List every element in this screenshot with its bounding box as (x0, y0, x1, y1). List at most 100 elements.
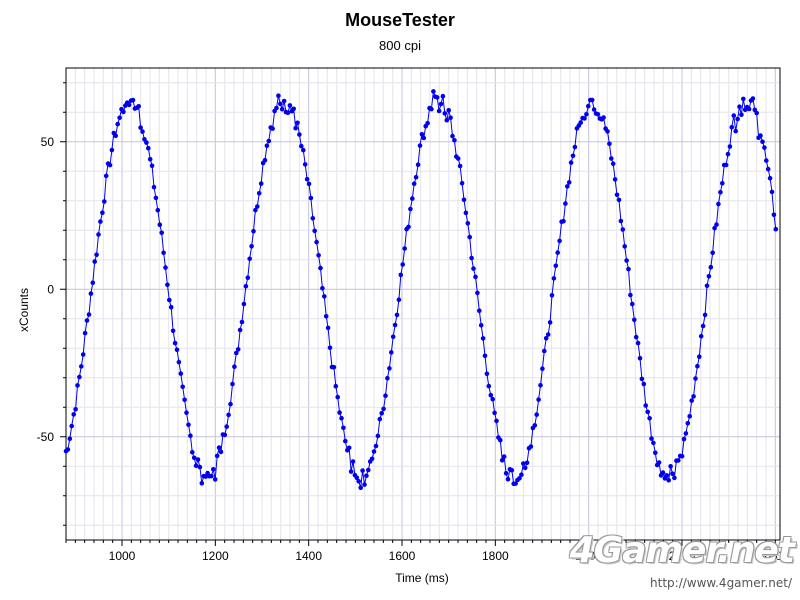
x-tick-label: 1800 (482, 549, 509, 563)
tick-marks (60, 82, 776, 546)
data-point (146, 145, 151, 151)
data-point (195, 457, 201, 462)
data-point (170, 328, 176, 334)
data-point (633, 334, 639, 340)
watermark: 4Gamer.net http://www.4gamer.net/ (570, 530, 800, 600)
data-point (341, 425, 346, 431)
data-point (666, 478, 671, 483)
data-point (94, 252, 99, 257)
data-point (335, 394, 341, 400)
data-point (71, 412, 76, 417)
data-point (767, 175, 773, 181)
data-point (532, 423, 538, 428)
data-point (469, 255, 474, 261)
data-point (278, 101, 283, 107)
data-point (385, 375, 390, 381)
data-point (364, 473, 369, 479)
x-tick-label: 1200 (202, 549, 229, 563)
data-point (331, 364, 337, 370)
data-point (478, 323, 484, 328)
data-point (358, 485, 364, 491)
data-point (568, 160, 574, 165)
data-point (679, 454, 685, 459)
data-point (390, 334, 396, 340)
data-point (203, 474, 208, 479)
data-point (624, 258, 629, 263)
data-point (695, 363, 700, 369)
data-point (566, 180, 572, 185)
data-point (473, 274, 478, 280)
data-point (379, 410, 385, 416)
data-point (417, 143, 423, 148)
data-point (442, 111, 448, 116)
data-point (639, 376, 645, 382)
data-point (702, 312, 708, 318)
data-point (723, 162, 729, 168)
data-point (446, 108, 452, 113)
data-point (350, 459, 356, 464)
x-axis-label: Time (ms) (395, 571, 449, 585)
data-point (452, 138, 457, 143)
data-point (84, 318, 90, 323)
data-point (746, 106, 752, 112)
data-point (209, 473, 214, 479)
data-point (211, 467, 216, 472)
data-point (182, 397, 187, 403)
data-point (346, 445, 352, 451)
data-point (434, 95, 440, 100)
data-point (234, 350, 239, 356)
data-point (226, 412, 231, 418)
data-point (431, 89, 436, 94)
data-point (725, 151, 731, 157)
data-point (297, 132, 302, 137)
data-point (484, 371, 490, 377)
data-point (411, 181, 417, 186)
data-point (668, 464, 673, 469)
data-point (172, 340, 178, 346)
data-point (354, 475, 360, 481)
data-point (165, 282, 170, 288)
data-point (392, 322, 398, 328)
data-point (77, 374, 82, 380)
data-point (406, 224, 411, 230)
data-point (754, 110, 759, 116)
data-point (465, 221, 471, 226)
data-point (389, 350, 394, 355)
data-point (482, 353, 488, 359)
data-point (691, 394, 696, 399)
data-point (549, 293, 555, 298)
data-point (758, 133, 763, 138)
data-point (429, 106, 434, 112)
data-point (645, 409, 650, 415)
data-point (325, 325, 331, 331)
data-point (609, 156, 614, 161)
data-point (643, 403, 648, 408)
data-point (438, 101, 444, 107)
data-point (318, 265, 323, 271)
data-point (228, 401, 233, 407)
data-point (664, 473, 670, 478)
data-point (471, 266, 476, 271)
data-point (75, 383, 80, 388)
data-point (620, 227, 626, 232)
data-point (180, 384, 185, 390)
data-point (448, 115, 453, 120)
chart-subtitle: 800 cpi (379, 38, 421, 53)
data-point (488, 392, 494, 398)
data-point (616, 197, 622, 203)
data-point (243, 283, 249, 289)
data-point (235, 347, 241, 352)
data-point (199, 481, 205, 486)
data-point (704, 283, 710, 289)
data-point (176, 359, 182, 365)
data-point (136, 104, 141, 109)
data-point (586, 103, 591, 109)
data-point (366, 467, 371, 473)
data-point (685, 421, 691, 426)
data-point (773, 226, 779, 232)
data-point (362, 482, 367, 487)
data-point (683, 431, 689, 436)
data-point (323, 314, 329, 319)
data-point (498, 437, 503, 443)
